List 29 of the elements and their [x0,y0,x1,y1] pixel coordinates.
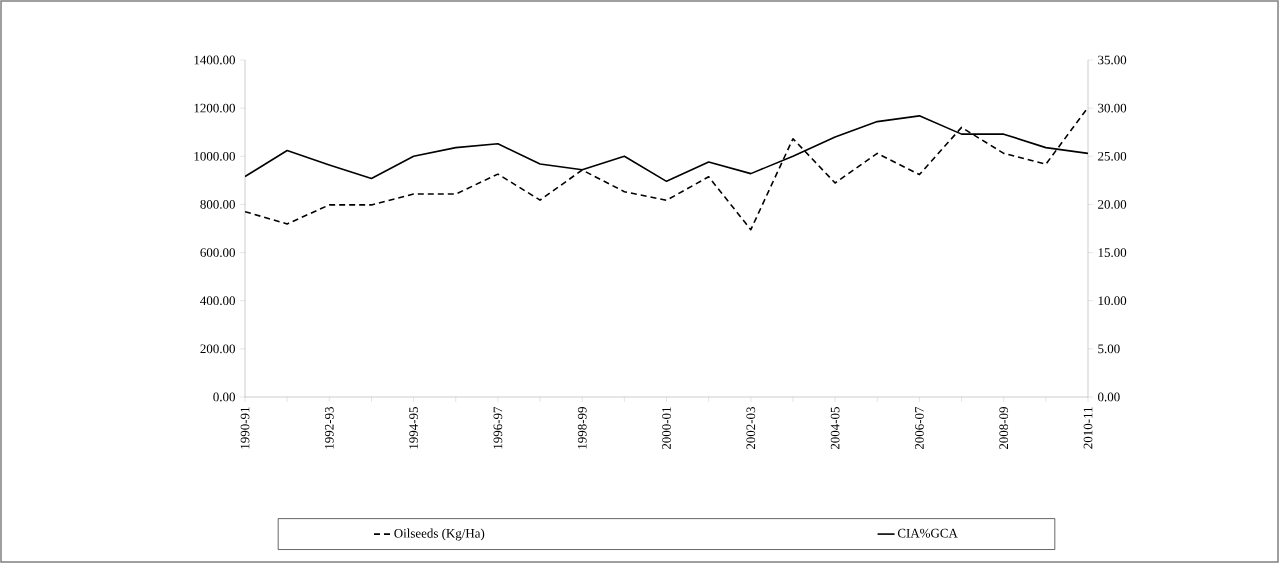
y-tick-label: 400.00 [200,296,235,306]
y2-tick-label: 25.00 [1098,151,1127,161]
y-tick-label: 800.00 [200,200,235,209]
y-tick-label: 1200.00 [194,103,235,113]
y2-tick-label: 10.00 [1098,296,1127,306]
x-tick-label: 2000-01 [662,407,671,450]
y-tick-label: 0.00 [213,392,235,402]
y-tick-label: 600.00 [200,248,235,257]
legend-label: CIA%GCA [897,528,958,538]
y-tick-label: 1400.00 [194,55,235,65]
y2-tick-label: 15.00 [1098,248,1127,257]
y2-tick-label: 0.00 [1098,392,1120,402]
x-tick-label: 2006-07 [915,406,924,450]
y-tick-label: 200.00 [200,344,235,354]
x-tick-label: 1996-97 [493,406,503,449]
legend-label: Oilseeds (Kg/Ha) [394,528,485,541]
x-tick-label: 1994-95 [409,407,418,449]
y2-tick-label: 5.00 [1098,344,1120,354]
x-tick-label: 2002-03 [746,407,756,450]
x-tick-label: 1998-99 [577,407,587,449]
y-tick-label: 1000.00 [194,151,235,161]
x-tick-label: 2010-11 [1083,407,1093,449]
x-tick-label: 1992-93 [324,407,334,449]
y2-tick-label: 30.00 [1098,103,1127,113]
y2-tick-label: 20.00 [1098,200,1127,209]
x-tick-label: 2004-05 [830,407,840,450]
y2-tick-label: 35.00 [1098,55,1127,65]
x-tick-label: 2008-09 [999,407,1009,450]
x-tick-label: 1990-91 [240,407,250,449]
